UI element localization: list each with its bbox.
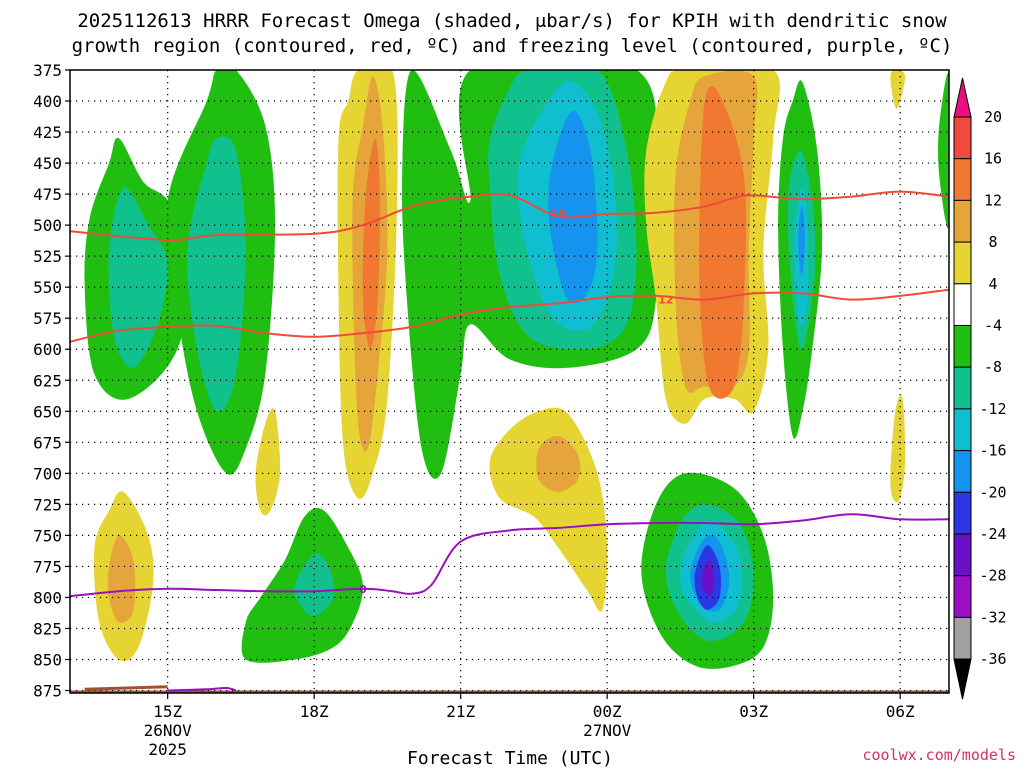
omega-blue-col-28z: [798, 206, 805, 276]
y-tick-label: 550: [33, 278, 62, 297]
y-tick-label: 625: [33, 371, 62, 390]
x-tick-date: 27NOV: [583, 721, 632, 740]
dgz-top-line: [70, 190, 949, 242]
y-tick-label: 700: [33, 464, 62, 483]
y-tick-label: 650: [33, 402, 62, 421]
colorbar-box: [953, 241, 972, 285]
y-tick-label: 600: [33, 340, 62, 359]
y-tick-label: 825: [33, 619, 62, 638]
colorbar-label: -36: [979, 650, 1006, 668]
colorbar-box: [953, 491, 972, 535]
y-tick-label: 800: [33, 588, 62, 607]
omega-yellow-sliver-30z: [890, 70, 906, 109]
colorbar-label: 4: [988, 275, 997, 293]
y-tick-label: 525: [33, 247, 62, 266]
ground-surface: [70, 690, 949, 693]
omega-orange-lt-blob-23z: [536, 435, 581, 492]
contour-lines-layer: 18 12 0: [70, 190, 949, 692]
ground-bump: [84, 685, 168, 691]
y-tick-label: 775: [33, 557, 62, 576]
colorbar-label: 20: [984, 108, 1002, 126]
colorbar-label: -24: [979, 525, 1006, 543]
dgz-bottom-label: 12: [658, 294, 673, 307]
y-tick-label: 875: [33, 682, 62, 701]
y-tick-label: 850: [33, 650, 62, 669]
y-tick-label: 450: [33, 154, 62, 173]
y-axis: 375 400 425 450 475 500 525 550 575 600 625 650 675 7…: [33, 61, 70, 701]
freezing-level-line: [70, 513, 949, 598]
colorbar-label: -8: [984, 358, 1002, 376]
grid-layer: [70, 70, 949, 693]
y-tick-label: 500: [33, 216, 62, 235]
colorbar-label: 12: [984, 191, 1002, 209]
colorbar-label: 8: [988, 233, 997, 251]
y-tick-label: 400: [33, 92, 62, 111]
colorbar-bottom-arrow: [953, 658, 972, 700]
colorbar-label: -28: [979, 567, 1006, 585]
omega-teal-col-16z: [186, 136, 246, 412]
colorbar: 20 16 12 8 4 -4 -8 -12 -16 -20 -24 -28 -32 -36: [953, 77, 1007, 700]
colorbar-box: [953, 533, 972, 577]
colorbar-box: [953, 325, 972, 368]
y-tick-label: 375: [33, 61, 62, 80]
colorbar-box: [953, 366, 972, 410]
x-tick-label: 00Z: [593, 702, 622, 721]
chart-title-line1: 2025112613 HRRR Forecast Omega (shaded, …: [77, 10, 947, 32]
colorbar-label: 16: [984, 150, 1002, 168]
colorbar-box: [953, 450, 972, 493]
y-tick-label: 675: [33, 433, 62, 452]
omega-purple-blob-26z: [701, 560, 715, 596]
omega-teal-blob-18z: [293, 553, 335, 617]
y-tick-label: 425: [33, 123, 62, 142]
colorbar-box: [953, 116, 972, 160]
colorbar-box: [953, 199, 972, 243]
colorbar-box: [953, 283, 972, 326]
omega-blue-col-23z: [548, 110, 598, 304]
y-tick-label: 725: [33, 495, 62, 514]
x-tick-label: 18Z: [300, 702, 329, 721]
y-tick-label: 575: [33, 309, 62, 328]
freezing-level-label: 0: [359, 583, 367, 596]
omega-green-right-edge: [938, 73, 949, 229]
omega-teal-col-14z: [108, 187, 168, 369]
x-tick-label: 03Z: [739, 702, 768, 721]
omega-orange-col-19z: [362, 138, 381, 350]
omega-yellow-sliver-17z: [255, 408, 281, 516]
colorbar-label: -12: [979, 400, 1006, 418]
omega-orange-lt-blob-14z: [107, 535, 136, 623]
colorbar-label: -16: [979, 442, 1006, 460]
dgz-top-label: 18: [551, 208, 566, 221]
colorbar-label: -4: [984, 317, 1002, 335]
x-axis-label: Forecast Time (UTC): [407, 748, 613, 768]
x-tick-label: 15Z: [153, 702, 182, 721]
omega-orange-col-26z: [698, 86, 747, 399]
x-tick-label: 21Z: [446, 702, 475, 721]
colorbar-box: [953, 158, 972, 201]
y-tick-label: 475: [33, 185, 62, 204]
omega-shading-layer: [70, 70, 949, 693]
x-tick-label: 06Z: [886, 702, 915, 721]
dgz-bottom-line: [70, 288, 949, 343]
colorbar-label: -20: [979, 483, 1006, 501]
x-tick-year: 2025: [148, 740, 187, 759]
x-tick-date: 26NOV: [144, 721, 193, 740]
omega-yellow-sliver-30z-b: [890, 395, 906, 503]
freezing-near-ground: [167, 686, 237, 692]
y-tick-label: 750: [33, 526, 62, 545]
colorbar-top-arrow: [953, 77, 972, 118]
colorbar-box: [953, 408, 972, 452]
credit-text: coolwx.com/models: [862, 746, 1016, 764]
colorbar-box: [953, 616, 972, 660]
colorbar-box: [953, 575, 972, 618]
plot-frame: [69, 69, 950, 694]
colorbar-label: -32: [979, 608, 1006, 626]
chart-title-line2: growth region (contoured, red, ºC) and f…: [72, 35, 953, 57]
